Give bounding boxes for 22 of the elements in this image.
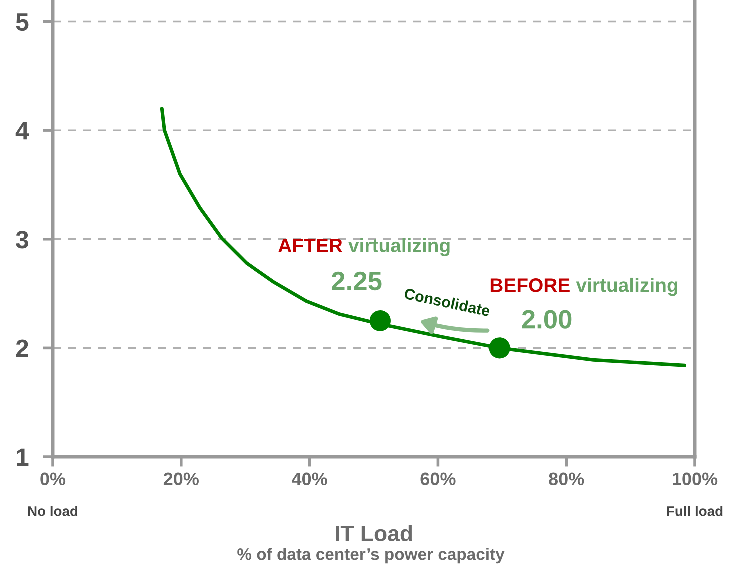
annotation: BEFORE [490,278,570,292]
x-tick-label: 100% [673,472,718,486]
data-label: 2.00 [522,310,572,329]
annotation: virtualizing [348,238,450,256]
y-tick-label: 5 [16,14,29,32]
annotation: AFTER [278,239,343,252]
text: Full load [667,506,723,516]
y-tick-label: 2 [16,340,28,358]
x-tick-label: 0% [40,472,66,486]
y-tick-label: 1 [17,448,29,466]
x-tick-label: 20% [164,472,199,486]
x-tick-label: 40% [292,472,328,486]
annotation: virtualizing [576,278,678,296]
line-series [160,107,686,368]
x-tick-label: 80% [549,472,584,486]
text: % of data center’s power capacity [238,548,505,564]
y-tick-label: 3 [16,230,28,249]
x-tick-label: 60% [420,472,456,486]
y-tick-label: 4 [16,122,30,140]
text: No load [28,506,78,516]
x-axis-title: IT Load [336,525,412,542]
data-label: 2.25 [332,272,382,291]
